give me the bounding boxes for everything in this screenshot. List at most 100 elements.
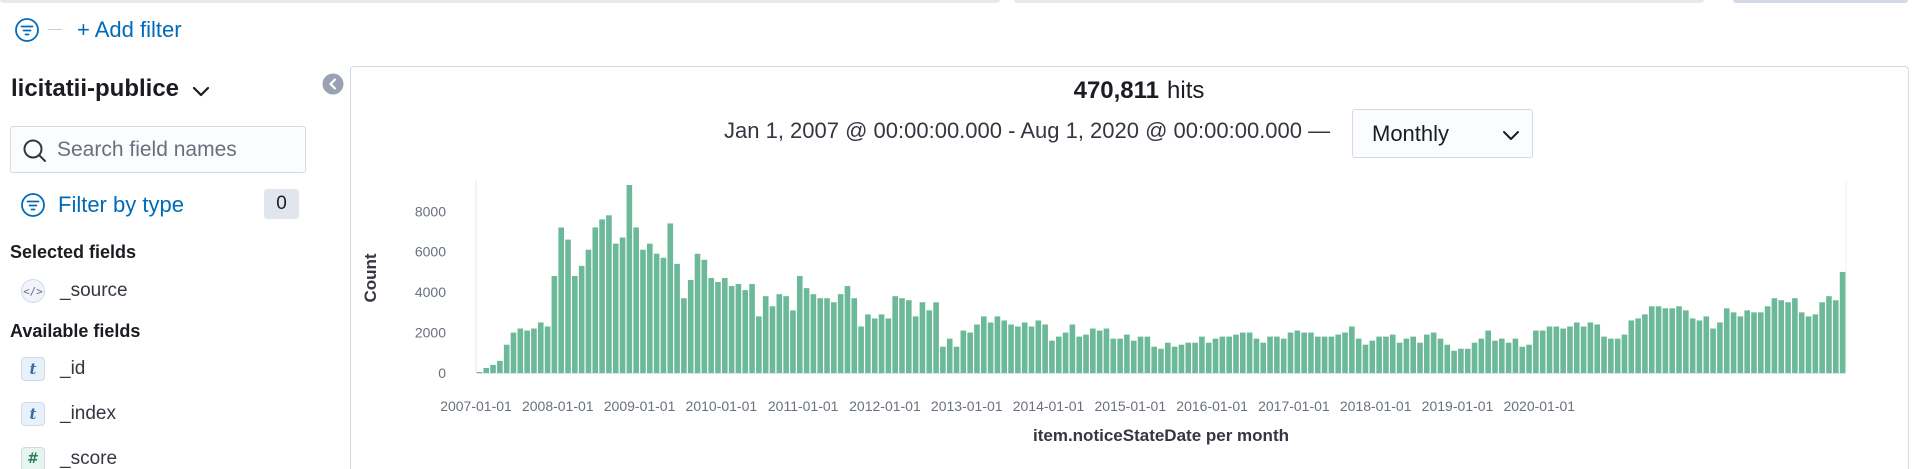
histogram-bar[interactable] [1021, 322, 1028, 373]
histogram-bar[interactable] [1696, 320, 1703, 373]
histogram-bar[interactable] [1328, 336, 1335, 373]
collapse-sidebar-icon[interactable] [322, 73, 344, 95]
histogram-bar[interactable] [490, 364, 496, 373]
histogram-bar[interactable] [1049, 340, 1055, 373]
histogram-bar[interactable] [585, 249, 592, 373]
histogram-bar[interactable] [1798, 312, 1805, 373]
histogram-bar[interactable] [1076, 336, 1083, 373]
histogram-bar[interactable] [878, 314, 885, 373]
histogram-bar[interactable] [926, 310, 933, 373]
histogram-bar[interactable] [1171, 346, 1178, 373]
histogram-bar[interactable] [912, 316, 919, 373]
histogram-bar[interactable] [1069, 324, 1076, 373]
histogram-bar[interactable] [776, 294, 783, 373]
histogram-bar[interactable] [1274, 336, 1280, 373]
histogram-bar[interactable] [524, 330, 530, 373]
histogram-bar[interactable] [1015, 326, 1021, 373]
histogram-bar[interactable] [660, 257, 667, 373]
histogram-bar[interactable] [1546, 326, 1553, 373]
histogram-bar[interactable] [1785, 302, 1791, 373]
search-field-names-input[interactable] [57, 127, 297, 172]
histogram-bar[interactable] [790, 310, 796, 373]
histogram-bar[interactable] [1403, 338, 1410, 373]
histogram-bar[interactable] [1219, 336, 1226, 373]
histogram-bar[interactable] [1757, 312, 1764, 373]
histogram-bar[interactable] [510, 332, 517, 373]
histogram-bar[interactable] [1573, 322, 1580, 373]
histogram-bar[interactable] [1437, 338, 1444, 373]
histogram-bar[interactable] [940, 346, 946, 373]
histogram-bar[interactable] [1703, 316, 1710, 373]
histogram-bar[interactable] [824, 298, 830, 373]
histogram-bar[interactable] [831, 302, 837, 373]
histogram-bar[interactable] [1035, 320, 1042, 373]
histogram-bar[interactable] [1458, 348, 1464, 373]
histogram-bar[interactable] [1485, 330, 1491, 373]
histogram-bar[interactable] [1199, 336, 1205, 373]
histogram-bar[interactable] [1498, 338, 1505, 373]
histogram-bar[interactable] [1110, 338, 1117, 373]
histogram-bar[interactable] [1567, 326, 1573, 373]
histogram-chart[interactable]: 0 2000 4000 6000 8000 2007-01-01 2008-01-01 200… [350, 170, 1909, 469]
histogram-bar[interactable] [1424, 334, 1430, 373]
histogram-bar[interactable] [1233, 334, 1239, 373]
histogram-bar[interactable] [1539, 330, 1546, 373]
histogram-bar[interactable] [1662, 308, 1669, 373]
histogram-bar[interactable] [694, 253, 701, 373]
histogram-bar[interactable] [1028, 326, 1035, 373]
histogram-bar[interactable] [1008, 324, 1014, 373]
histogram-bar[interactable] [1417, 342, 1423, 373]
histogram-bar[interactable] [919, 302, 926, 373]
histogram-bar[interactable] [1253, 338, 1260, 373]
histogram-bar[interactable] [592, 227, 599, 373]
histogram-bar[interactable] [1165, 342, 1171, 373]
histogram-bar[interactable] [756, 316, 762, 373]
histogram-bar[interactable] [1246, 332, 1253, 373]
histogram-bar[interactable] [1594, 324, 1601, 373]
histogram-bar[interactable] [1723, 308, 1730, 373]
histogram-bar[interactable] [1205, 342, 1212, 373]
histogram-bar[interactable] [1737, 316, 1744, 373]
histogram-bar[interactable] [762, 296, 769, 373]
histogram-bar[interactable] [1676, 306, 1682, 373]
histogram-bar[interactable] [476, 371, 483, 373]
histogram-bar[interactable] [667, 223, 674, 373]
histogram-bar[interactable] [974, 324, 980, 373]
histogram-bar[interactable] [837, 294, 844, 373]
histogram-bar[interactable] [721, 278, 728, 373]
field-item-source[interactable]: </> _source [21, 278, 128, 304]
histogram-bar[interactable] [1519, 346, 1526, 373]
histogram-bar[interactable] [1560, 328, 1566, 373]
histogram-bar[interactable] [1792, 298, 1798, 373]
histogram-bar[interactable] [858, 326, 864, 373]
histogram-bar[interactable] [1710, 328, 1716, 373]
field-item-index[interactable]: t _index [21, 401, 116, 427]
histogram-bar[interactable] [1096, 330, 1103, 373]
histogram-bar[interactable] [633, 227, 639, 373]
histogram-bar[interactable] [497, 360, 503, 373]
histogram-bar[interactable] [1349, 326, 1355, 373]
histogram-bar[interactable] [1185, 342, 1192, 373]
histogram-bar[interactable] [906, 300, 912, 373]
histogram-bar[interactable] [551, 275, 558, 373]
histogram-bar[interactable] [647, 243, 653, 373]
histogram-bar[interactable] [1805, 316, 1812, 373]
histogram-bar[interactable] [1533, 330, 1539, 373]
histogram-bar[interactable] [1451, 350, 1457, 373]
histogram-bar[interactable] [1192, 342, 1198, 373]
histogram-bar[interactable] [1771, 298, 1778, 373]
histogram-bar[interactable] [599, 219, 605, 373]
histogram-bar[interactable] [1062, 332, 1069, 373]
histogram-bar[interactable] [1369, 340, 1376, 373]
field-item-id[interactable]: t _id [21, 356, 85, 382]
histogram-bar[interactable] [796, 275, 803, 373]
histogram-bar[interactable] [1730, 312, 1737, 373]
histogram-bar[interactable] [803, 288, 810, 373]
histogram-bar[interactable] [619, 237, 626, 373]
histogram-bar[interactable] [1512, 338, 1519, 373]
histogram-bar[interactable] [1383, 336, 1389, 373]
chevron-down-icon[interactable] [190, 80, 212, 102]
histogram-bar[interactable] [1376, 336, 1382, 373]
histogram-bar[interactable] [572, 275, 578, 373]
histogram-bar[interactable] [1764, 306, 1771, 373]
